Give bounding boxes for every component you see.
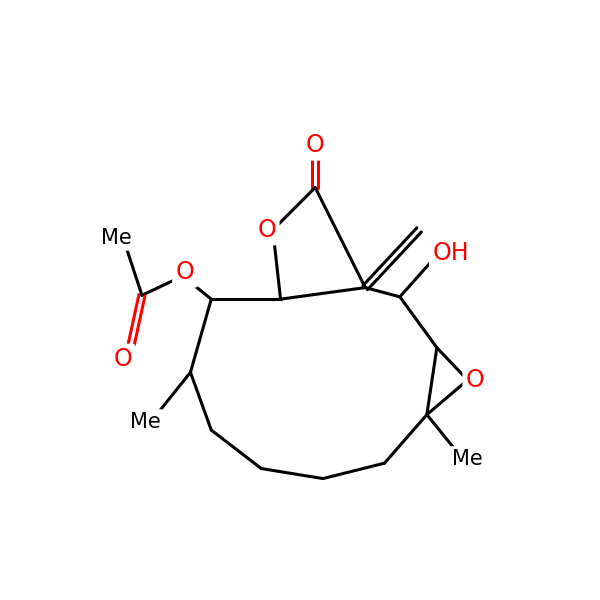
Text: O: O [306, 133, 325, 157]
Text: Me: Me [452, 449, 483, 469]
Text: O: O [113, 347, 132, 371]
Text: Me: Me [101, 227, 132, 248]
Text: OH: OH [433, 241, 469, 265]
Text: O: O [176, 260, 194, 284]
Text: O: O [466, 368, 485, 392]
Text: O: O [257, 218, 276, 242]
Text: Me: Me [130, 412, 161, 433]
